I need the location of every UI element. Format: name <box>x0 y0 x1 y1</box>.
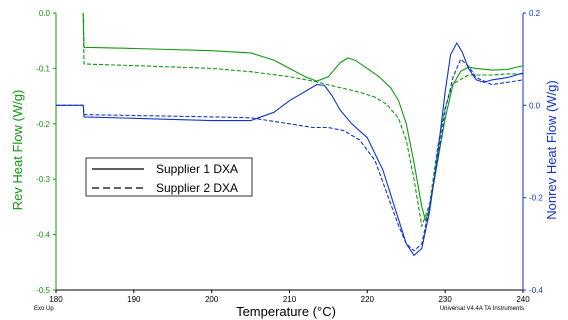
x-tick-label: 240 <box>516 295 530 304</box>
legend-entry-1: Supplier 1 DXA <box>156 162 238 176</box>
tick-layer: 180 190 200 210 220 230 240 0.0 -0.1 -0.2 -0.3 -0.4… <box>36 9 543 304</box>
x-tick-label: 230 <box>438 295 452 304</box>
series-line-supplier-1-dxa-rev-heat-flow <box>82 12 524 222</box>
y-right-axis-title: Nonrev Heat Flow (W/g) <box>544 80 559 219</box>
y-left-tick-label: -0.3 <box>36 175 50 184</box>
x-tick-label: 210 <box>283 295 297 304</box>
x-tick-label: 190 <box>127 295 141 304</box>
legend-box <box>85 157 253 197</box>
instrument-note: Universal V4.4A TA Instruments <box>440 306 524 312</box>
x-tick-label: 180 <box>49 295 63 304</box>
exo-up-note: Exo Up <box>34 306 54 312</box>
y-left-axis-title: Rev Heat Flow (W/g) <box>10 90 25 211</box>
y-right-tick-label: 0.2 <box>529 9 541 18</box>
y-left-tick-label: -0.5 <box>36 286 50 295</box>
x-tick-label: 220 <box>361 295 375 304</box>
series-line-supplier-2-dxa-nonrev-heat-flow <box>56 58 524 252</box>
y-left-tick-label: -0.1 <box>36 64 50 73</box>
legend-entry-2: Supplier 2 DXA <box>156 181 238 195</box>
x-tick-label: 200 <box>205 295 219 304</box>
x-axis-title: Temperature (°C) <box>236 304 336 319</box>
legend: Supplier 1 DXA Supplier 2 DXA <box>85 157 253 197</box>
y-left-tick-label: -0.4 <box>36 231 50 240</box>
y-left-tick-label: 0.0 <box>39 9 51 18</box>
series-layer <box>56 12 524 256</box>
series-line-supplier-2-dxa-rev-heat-flow <box>82 12 523 227</box>
y-right-tick-label: 0.0 <box>529 101 541 110</box>
y-right-tick-label: -0.4 <box>529 286 543 295</box>
y-left-tick-label: -0.2 <box>36 120 50 129</box>
y-right-tick-label: -0.2 <box>529 194 543 203</box>
